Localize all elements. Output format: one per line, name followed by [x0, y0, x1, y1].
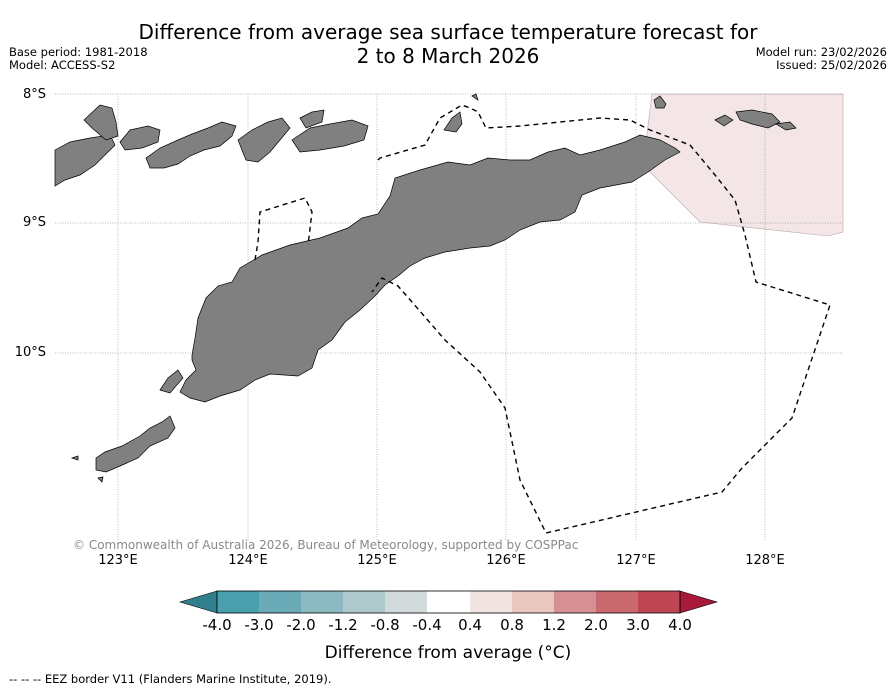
tiny-islet-north — [471, 93, 479, 101]
issued-date: Issued: 25/02/2026 — [776, 58, 887, 72]
kisar-island — [653, 95, 667, 109]
colorbar-tick: -4.0 — [202, 616, 232, 634]
lat-label-10s: 10°S — [14, 345, 46, 360]
eez-legend-note: -- -- -- EEZ border V11 (Flanders Marine… — [9, 672, 332, 686]
colorbar-tick: 2.0 — [584, 616, 608, 634]
lomblen-island — [119, 125, 161, 151]
small-islet-1 — [70, 455, 79, 461]
sawu-island — [95, 415, 176, 473]
colorbar-tick: -2.0 — [286, 616, 316, 634]
model-run: Model run: 23/02/2026 — [755, 45, 887, 59]
colorbar-tick: 1.2 — [542, 616, 566, 634]
colorbar-tick: -0.4 — [412, 616, 442, 634]
colorbar-title: Difference from average (°C) — [324, 643, 572, 663]
base-period: Base period: 1981-2018 — [9, 45, 148, 59]
lon-label-128e: 128°E — [745, 553, 785, 568]
alor-island — [237, 117, 291, 163]
eez-borders — [254, 104, 831, 534]
title-line-2: 2 to 8 March 2026 — [356, 44, 540, 68]
colorbar-tick: 4.0 — [668, 616, 692, 634]
leti-island — [714, 114, 734, 127]
atauro-island — [443, 111, 463, 133]
moa-island — [735, 109, 781, 129]
lon-label-124e: 124°E — [228, 553, 268, 568]
adonara-island — [83, 104, 119, 141]
lon-label-123e: 123°E — [98, 553, 138, 568]
colorbar-tick: -3.0 — [244, 616, 274, 634]
eez-border-timor-leste — [371, 104, 831, 534]
model-name: Model: ACCESS-S2 — [9, 58, 116, 72]
lat-label-9s: 9°S — [22, 215, 46, 230]
colorbar-tick: 0.4 — [458, 616, 482, 634]
land — [54, 93, 797, 483]
timor-island — [179, 134, 681, 403]
metadata-right: Model run: 23/02/2026 Issued: 25/02/2026 — [756, 46, 887, 72]
rote-island — [159, 369, 184, 394]
title-line-1: Difference from average sea surface temp… — [138, 20, 758, 44]
wetar-island — [291, 119, 369, 153]
copyright-notice: © Commonwealth of Australia 2026, Bureau… — [73, 538, 579, 552]
lakor-island — [774, 121, 797, 131]
colorbar-tick: 3.0 — [626, 616, 650, 634]
map-title: Difference from average sea surface temp… — [0, 20, 896, 68]
small-islet-2 — [97, 476, 104, 483]
lon-label-127e: 127°E — [616, 553, 656, 568]
liran-island — [299, 109, 325, 129]
colorbar-tick: -0.8 — [370, 616, 400, 634]
lat-label-8s: 8°S — [22, 87, 46, 102]
metadata-left: Base period: 1981-2018 Model: ACCESS-S2 — [9, 46, 148, 72]
colorbar-tick: 0.8 — [500, 616, 524, 634]
lon-label-126e: 126°E — [486, 553, 526, 568]
pantar-island — [145, 121, 237, 169]
flores-island — [54, 134, 116, 187]
lon-label-125e: 125°E — [357, 553, 397, 568]
colorbar-tick: -1.2 — [328, 616, 358, 634]
